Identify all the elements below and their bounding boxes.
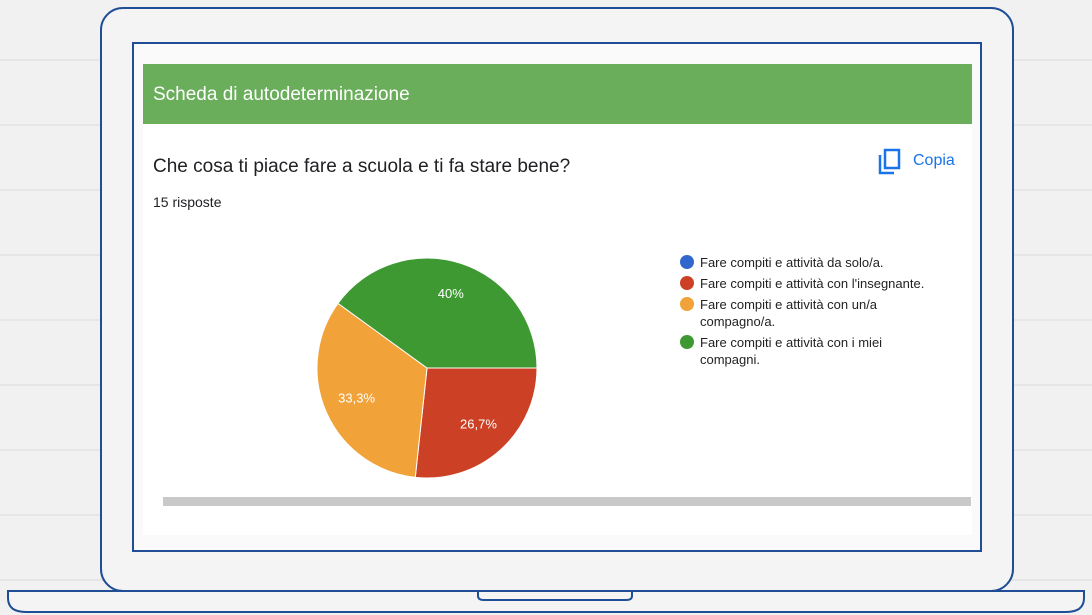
slice-label: 40% bbox=[438, 286, 464, 301]
legend-item: Fare compiti e attività con i miei compa… bbox=[680, 334, 940, 368]
legend-label: Fare compiti e attività con un/a compagn… bbox=[700, 296, 940, 330]
legend-label: Fare compiti e attività con l'insegnante… bbox=[700, 275, 924, 292]
legend: Fare compiti e attività da solo/a. Fare c… bbox=[680, 254, 940, 372]
slice-label: 26,7% bbox=[460, 417, 497, 432]
scrollbar bbox=[163, 497, 971, 506]
legend-item: Fare compiti e attività con un/a compagn… bbox=[680, 296, 940, 330]
legend-swatch bbox=[680, 335, 694, 349]
legend-label: Fare compiti e attività da solo/a. bbox=[700, 254, 884, 271]
legend-swatch bbox=[680, 255, 694, 269]
legend-swatch bbox=[680, 297, 694, 311]
slice-label: 33,3% bbox=[338, 391, 375, 406]
legend-swatch bbox=[680, 276, 694, 290]
legend-item: Fare compiti e attività da solo/a. bbox=[680, 254, 940, 271]
page: Scheda di autodeterminazione Che cosa ti… bbox=[0, 0, 1092, 615]
legend-label: Fare compiti e attività con i miei compa… bbox=[700, 334, 940, 368]
legend-item: Fare compiti e attività con l'insegnante… bbox=[680, 275, 940, 292]
